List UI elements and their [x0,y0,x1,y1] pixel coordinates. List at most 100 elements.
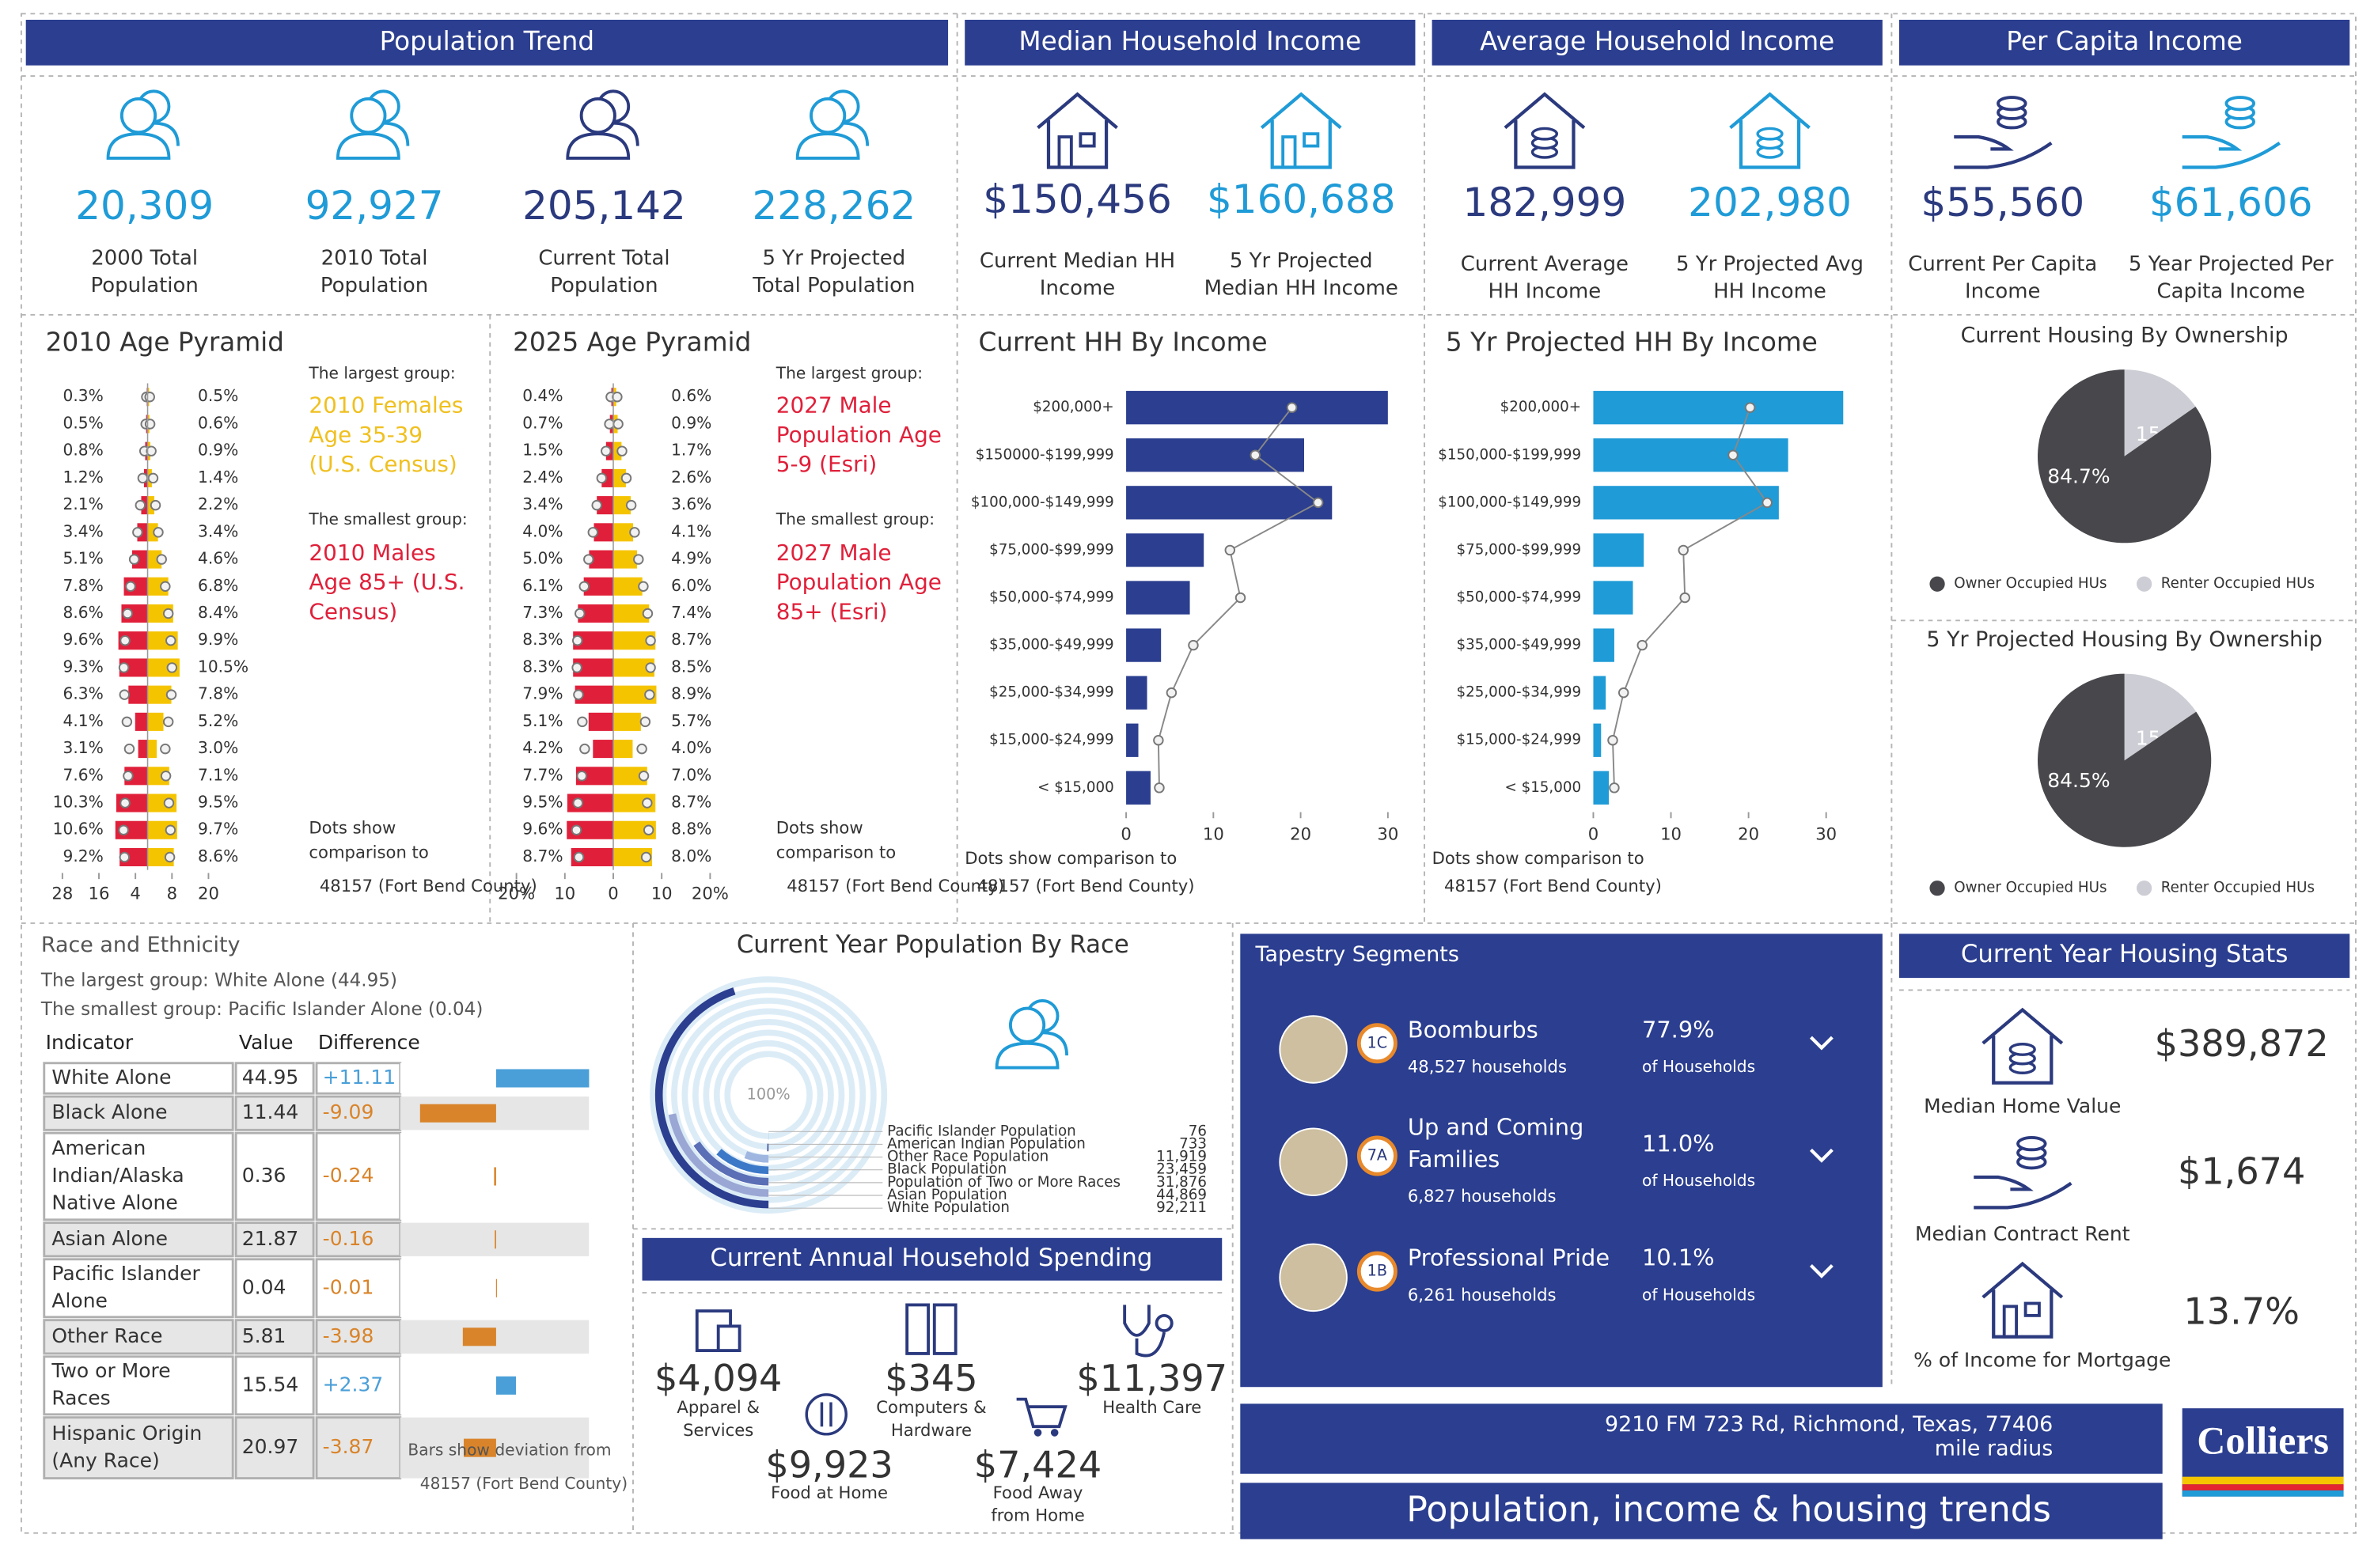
icon [810,97,847,134]
radial-bar [693,1141,769,1186]
bar [1126,438,1304,472]
expand-chevron[interactable] [1809,1148,1834,1163]
table-difference: -9.09 [323,1100,374,1123]
source: 48157 (Fort Bend County) [977,876,1195,896]
stat-label: 2000 Total [91,246,198,270]
stat-label: HH Income [1488,280,1602,304]
spending-value: $11,397 [1076,1357,1227,1399]
comparison-dot [166,662,178,673]
spending-label: from Home [991,1506,1084,1525]
comparison-dot [1636,639,1648,651]
comparison-dot [121,716,133,728]
race-label: Other Race Population [887,1149,1049,1165]
bar-label: 0.6% [198,413,238,432]
male-bar [589,550,613,569]
race-value: 92,211 [1156,1199,1207,1216]
comparison-dot [137,472,149,484]
comparison-dot [1250,449,1261,461]
table-header: Indicator [46,1031,134,1054]
female-bar [147,685,172,704]
y-tick-label: $15,000-$24,999 [989,732,1114,748]
segment-share: 77.9% [1642,1016,1715,1043]
housing-label: Median Home Value [1924,1095,2121,1118]
comparison-dot [1609,782,1620,793]
comparison-dot [638,771,650,782]
race-label: Asian Population [887,1187,1007,1203]
male-bar [601,468,613,487]
segment-share-label: of Households [1642,1285,1755,1304]
stat-value: 20,309 [75,183,214,229]
male-bar [575,685,613,704]
comparison-dot [1744,402,1756,413]
table-header: Difference [318,1031,420,1054]
y-tick-label: $35,000-$49,999 [1457,637,1582,653]
male-bar [578,604,613,623]
table-header: Value [239,1031,294,1054]
table-value: 5.81 [242,1324,286,1347]
icon [1016,1397,1068,1429]
comparison-dot [165,634,176,646]
table-cell [315,1416,402,1480]
stat-label: Population [550,274,658,297]
smallest-group: Population Age [776,569,942,595]
chart-title: 5 Yr Projected HH By Income [1446,327,1818,357]
y-tick-label: $75,000-$99,999 [989,541,1114,558]
y-tick-label: $200,000+ [1033,399,1113,415]
bar-label: 8.7% [671,793,711,812]
comparison-dot [573,851,585,863]
bar-label: 7.6% [63,765,104,784]
icon [1037,92,1118,169]
comparison-dot [638,581,649,593]
y-tick-label: $25,000-$34,999 [989,684,1114,701]
frame [20,13,2357,1534]
bar-label: 1.5% [522,441,563,460]
comparison-dot [1607,735,1618,746]
icon [1123,1305,1166,1358]
headline: Population, income & housing trends [1406,1490,2051,1530]
female-bar [613,658,655,677]
table-cell [315,1355,402,1416]
source: 48157 (Fort Bend County) [1444,876,1662,896]
comparison-dot [625,499,637,511]
stat-label: Current Median HH [980,249,1175,273]
comparison-dot [119,851,131,863]
female-bar [613,550,637,569]
spending-value: $4,094 [654,1357,782,1399]
race-value: 11,919 [1156,1149,1207,1165]
smallest-group: 2010 Males [309,540,435,566]
comparison-dot [146,445,157,456]
bar-label: 0.4% [522,386,563,405]
table-cell [234,1221,315,1258]
x-tick-label: 0 [1588,824,1598,843]
table-difference: -0.24 [323,1164,374,1187]
x-tick-label: 4 [130,883,140,903]
smallest-group: 85+ (Esri) [776,599,888,625]
table-cell [234,1319,315,1355]
largest-group: Population Age [776,422,942,448]
icon [795,132,860,160]
comparison-dot [1762,497,1773,509]
note: The largest group: [776,363,923,382]
icon [1303,132,1320,148]
note: comparison to [776,842,896,862]
expand-chevron[interactable] [1809,1263,1834,1278]
segment-name: Professional Pride [1408,1244,1610,1271]
bar [1126,771,1151,805]
comparison-dot [604,419,615,430]
comparison-dot [620,472,632,484]
comparison-dot [571,824,582,835]
bar-label: 9.9% [198,630,238,649]
segment-name: Up and Coming [1408,1113,1583,1140]
comparison-dot [119,634,131,646]
female-bar [613,740,633,759]
spending-label: Food at Home [771,1483,888,1502]
spending-label: Food Away [993,1483,1083,1502]
expand-chevron[interactable] [1809,1036,1834,1051]
comparison-dot [132,527,143,538]
bar-label: 7.9% [522,684,563,703]
icon [1530,127,1559,141]
stat-value: $150,456 [983,176,1172,222]
spending-value: $345 [885,1357,977,1399]
chart-title: 5 Yr Projected Housing By Ownership [1926,627,2322,652]
comparison-dot [1678,544,1689,556]
